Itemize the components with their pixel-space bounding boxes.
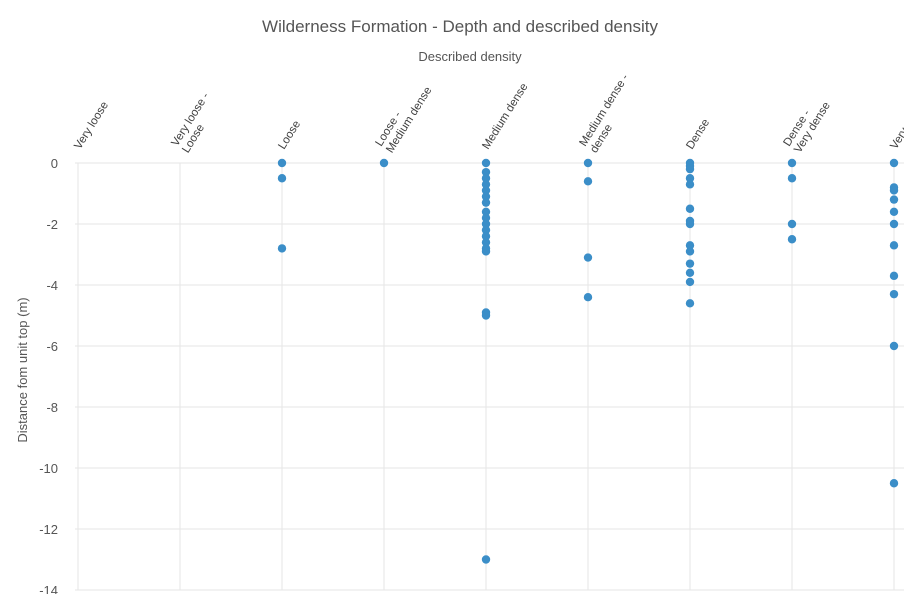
data-point (685, 247, 695, 256)
x-category-label: Very loose -Loose (169, 91, 222, 156)
data-point (685, 174, 695, 183)
data-point (787, 235, 797, 244)
x-category-label: Dense (684, 117, 712, 152)
data-point (787, 219, 797, 229)
x-category-label: Very dense (888, 96, 904, 151)
x-category-label: Loose (276, 119, 303, 152)
y-tick-label: -14 (39, 583, 58, 594)
data-points (277, 158, 899, 564)
data-point (787, 158, 797, 168)
data-point (889, 271, 899, 281)
y-tick-label: 0 (51, 156, 58, 171)
x-category-label: Medium dense -dense (577, 72, 642, 155)
data-point (481, 225, 491, 235)
data-point (685, 259, 695, 268)
data-point (685, 241, 695, 250)
grid (75, 162, 904, 591)
y-tick-label: -2 (46, 217, 58, 232)
data-point (685, 299, 695, 308)
data-point (889, 207, 899, 216)
data-point (889, 241, 899, 250)
y-axis-ticks: 0 -2 -4 -6 -8 -10 -12 -14 (39, 156, 58, 594)
y-tick-label: -12 (39, 522, 58, 537)
y-tick-label: -10 (39, 461, 58, 476)
data-point (685, 277, 695, 287)
data-point (685, 219, 695, 229)
data-point (481, 174, 491, 183)
data-point (379, 158, 389, 168)
data-point (481, 555, 491, 564)
data-point (889, 195, 899, 204)
data-point (277, 158, 287, 168)
data-point (277, 244, 287, 253)
y-tick-label: -6 (46, 339, 58, 354)
data-point (481, 247, 491, 256)
data-point (889, 219, 899, 229)
data-point (889, 289, 899, 299)
data-point (481, 198, 491, 207)
data-point (481, 207, 491, 216)
y-tick-label: -8 (46, 400, 58, 415)
data-point (685, 268, 695, 277)
data-point (481, 158, 491, 168)
y-axis-title: Distance fom unit top (m) (15, 297, 30, 442)
data-point (787, 174, 797, 183)
data-point (481, 213, 491, 223)
data-point (685, 180, 695, 189)
data-point (481, 192, 491, 201)
x-category-label: Very loose (72, 100, 111, 152)
data-point (583, 253, 593, 262)
data-point (481, 186, 491, 195)
x-category-label: Loose -Medium dense (373, 78, 434, 155)
y-tick-label: -4 (46, 278, 58, 293)
data-point (685, 164, 695, 174)
data-point (583, 293, 593, 302)
data-point (481, 219, 491, 229)
data-point (481, 311, 491, 320)
data-point (481, 238, 491, 247)
data-point (583, 177, 593, 186)
data-point (481, 180, 491, 189)
data-point (481, 167, 491, 177)
data-point (889, 186, 899, 195)
data-point (685, 204, 695, 213)
x-axis-category-labels: Very loose Very loose -Loose Loose Loose -M… (72, 72, 904, 155)
x-category-label: Medium dense (480, 81, 530, 151)
data-point (889, 341, 899, 351)
data-point (889, 479, 899, 488)
data-point (583, 158, 593, 168)
x-category-label: Dense -Very dense (781, 93, 832, 155)
data-point (889, 158, 899, 168)
chart-title: Wilderness Formation - Depth and describ… (262, 17, 658, 36)
data-point (277, 174, 287, 183)
data-point (481, 232, 491, 241)
x-axis-title: Described density (418, 49, 522, 64)
